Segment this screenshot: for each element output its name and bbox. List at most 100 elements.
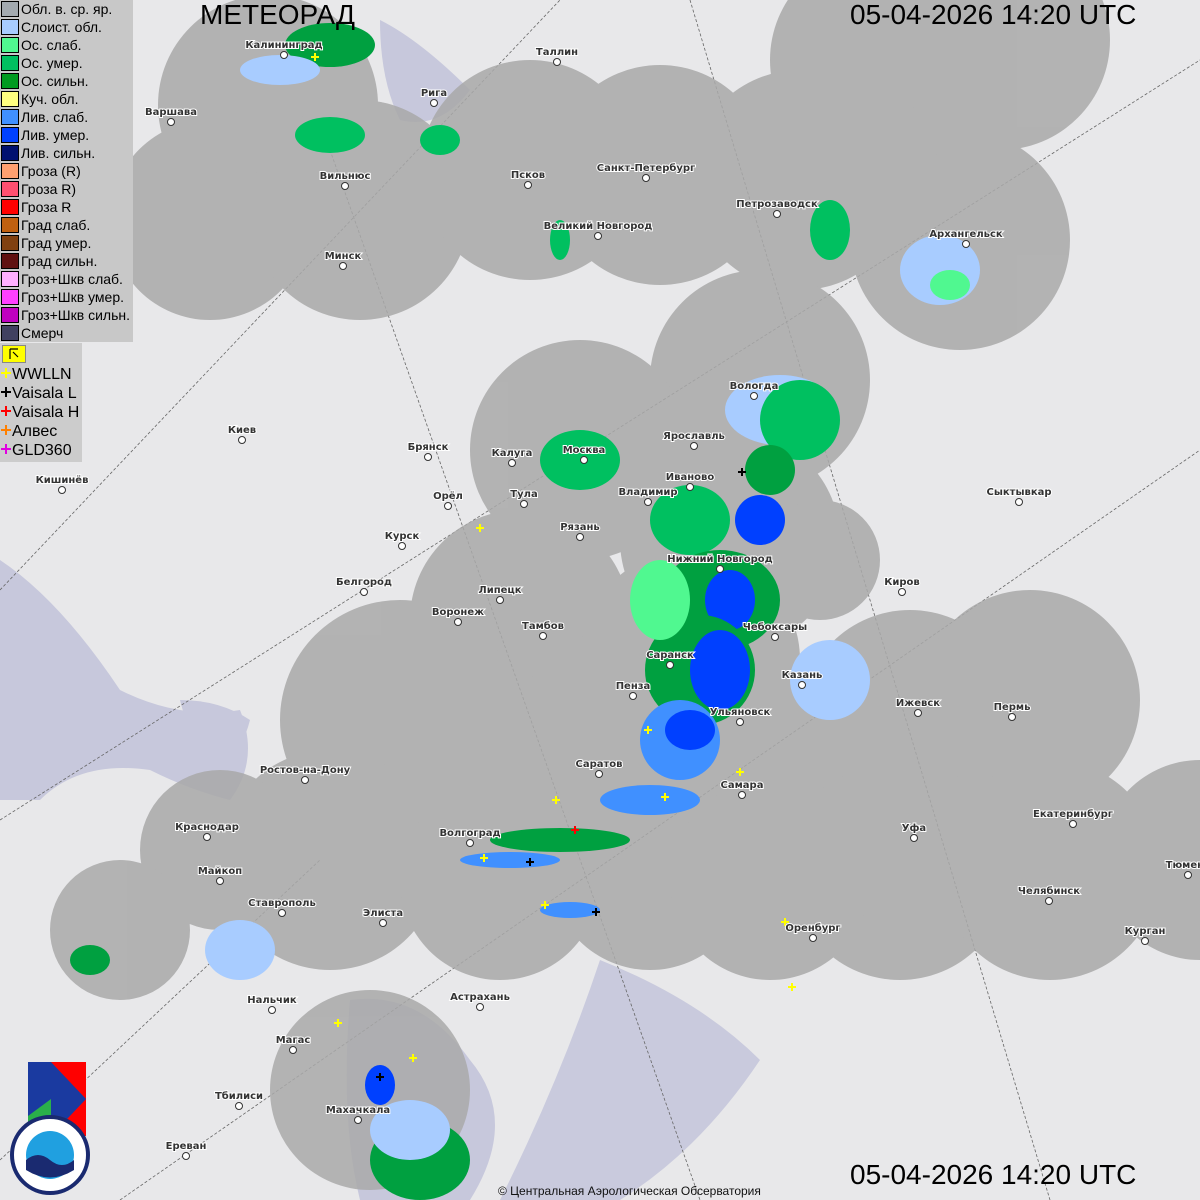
city-marker[interactable]: Махачкала [325, 1104, 391, 1124]
city-marker[interactable]: Кишинёв [35, 473, 89, 494]
city-marker[interactable]: Петрозаводск [735, 198, 819, 218]
city-marker[interactable]: Иваново [665, 471, 715, 491]
city-marker[interactable]: Киров [883, 576, 921, 596]
city-dot-icon [496, 596, 504, 604]
city-marker[interactable]: Саратов [575, 758, 624, 778]
city-label: Рига [421, 88, 447, 99]
city-marker[interactable]: Калининград [244, 39, 324, 59]
city-label: Оренбург [785, 922, 840, 934]
city-marker[interactable]: Челябинск [1017, 884, 1081, 905]
city-marker[interactable]: Ереван [165, 1140, 207, 1160]
city-marker[interactable]: Таллин [535, 46, 579, 66]
city-marker[interactable]: Ярославль [662, 430, 726, 450]
city-marker[interactable]: Астрахань [449, 991, 511, 1011]
city-marker[interactable]: Липецк [477, 584, 523, 604]
city-marker[interactable]: Пенза [615, 680, 651, 700]
lightning-source-1[interactable]: Vaisala L [0, 384, 82, 403]
city-marker[interactable]: Рига [420, 87, 448, 107]
city-label: Москва [563, 445, 606, 456]
city-marker[interactable]: Псков [510, 169, 546, 189]
city-marker[interactable]: Киев [227, 424, 257, 444]
city-marker[interactable]: Ижевск [895, 697, 941, 717]
city-marker[interactable]: Сыктывкар [985, 486, 1053, 506]
city-marker[interactable]: Уфа [901, 821, 927, 842]
lightning-source-4[interactable]: GLD360 [0, 441, 82, 460]
city-marker[interactable]: Ставрополь [247, 897, 317, 917]
city-dot-icon [476, 1003, 484, 1011]
precip-echo [930, 270, 970, 300]
city-marker[interactable]: Ульяновск [709, 706, 772, 726]
city-marker[interactable]: Оренбург [784, 921, 842, 942]
city-dot-icon [238, 436, 246, 444]
city-marker[interactable]: Саранск [645, 649, 695, 669]
city-marker[interactable]: Тула [509, 488, 539, 508]
lightning-source-0[interactable]: WWLLN [0, 365, 82, 384]
city-marker[interactable]: Тбилиси [214, 1089, 264, 1110]
city-marker[interactable]: Чебоксары [742, 620, 808, 641]
lightning-source-2[interactable]: Vaisala H [0, 403, 82, 422]
city-marker[interactable]: Магас [275, 1034, 311, 1054]
city-marker[interactable]: Брянск [407, 441, 450, 461]
city-marker[interactable]: Вильнюс [319, 170, 371, 190]
city-marker[interactable]: Белгород [335, 576, 393, 596]
city-marker[interactable]: Тюмень [1165, 859, 1200, 879]
legend-swatch [1, 181, 19, 197]
city-marker[interactable]: Москва [562, 444, 606, 464]
city-marker[interactable]: Курган [1124, 925, 1166, 945]
precip-echo [550, 220, 570, 260]
city-marker[interactable]: Калуга [491, 447, 533, 467]
logos [10, 1062, 90, 1195]
city-marker[interactable]: Великий Новгород [543, 220, 653, 240]
city-marker[interactable]: Казань [781, 669, 823, 689]
city-marker[interactable]: Екатеринбург [1032, 807, 1114, 828]
city-dot-icon [280, 51, 288, 59]
precip-echo [240, 55, 320, 85]
lightning-strike-mark [781, 918, 789, 926]
city-label: Ярославль [663, 431, 725, 442]
city-marker[interactable]: Рязань [559, 521, 601, 541]
roshydromet-logo [10, 1115, 90, 1195]
city-marker[interactable]: Волгоград [438, 827, 502, 847]
city-marker[interactable]: Элиста [362, 907, 404, 927]
legend-swatch [1, 19, 19, 35]
city-dot-icon [360, 588, 368, 596]
flag-icon[interactable] [2, 345, 26, 363]
city-dot-icon [962, 240, 970, 248]
city-marker[interactable]: Пермь [993, 701, 1031, 721]
city-dot-icon [798, 681, 806, 689]
city-marker[interactable]: Майкоп [197, 865, 243, 885]
lightning-source-3[interactable]: Алвес [0, 422, 82, 441]
legend-swatch [1, 55, 19, 71]
city-marker[interactable]: Орёл [432, 489, 464, 510]
city-dot-icon [301, 776, 309, 784]
city-dot-icon [424, 453, 432, 461]
city-marker[interactable]: Санкт-Петербург [596, 161, 696, 182]
city-marker[interactable]: Тамбов [521, 619, 565, 640]
city-label: Тбилиси [215, 1090, 263, 1102]
precip-echo [460, 852, 560, 868]
datetime-bottom: 05-04-2026 14:20 UTC [850, 1159, 1137, 1190]
city-marker[interactable]: Ростов-на-Дону [259, 764, 352, 784]
lightning-label: WWLLN [12, 365, 72, 383]
city-label: Киров [884, 577, 920, 588]
city-label: Сыктывкар [986, 487, 1051, 498]
city-label: Калуга [492, 448, 533, 459]
city-marker[interactable]: Воронеж [431, 606, 485, 626]
city-marker[interactable]: Нижний Новгород [666, 553, 774, 573]
city-marker[interactable]: Нальчик [246, 994, 298, 1014]
legend-swatch [1, 37, 19, 53]
city-marker[interactable]: Владимир [617, 486, 679, 506]
city-marker[interactable]: Самара [720, 779, 764, 799]
city-marker[interactable]: Вологда [729, 380, 779, 400]
city-dot-icon [289, 1046, 297, 1054]
city-marker[interactable]: Курск [384, 530, 420, 550]
legend-label: Слоист. обл. [21, 19, 102, 35]
city-marker[interactable]: Варшава [144, 106, 198, 126]
city-label: Брянск [408, 442, 449, 453]
city-marker[interactable]: Минск [324, 250, 362, 270]
cross-icon [0, 366, 12, 384]
city-marker[interactable]: Краснодар [174, 821, 240, 841]
city-marker[interactable]: Архангельск [928, 228, 1004, 248]
legend-label: Гроз+Шкв слаб. [21, 271, 123, 287]
